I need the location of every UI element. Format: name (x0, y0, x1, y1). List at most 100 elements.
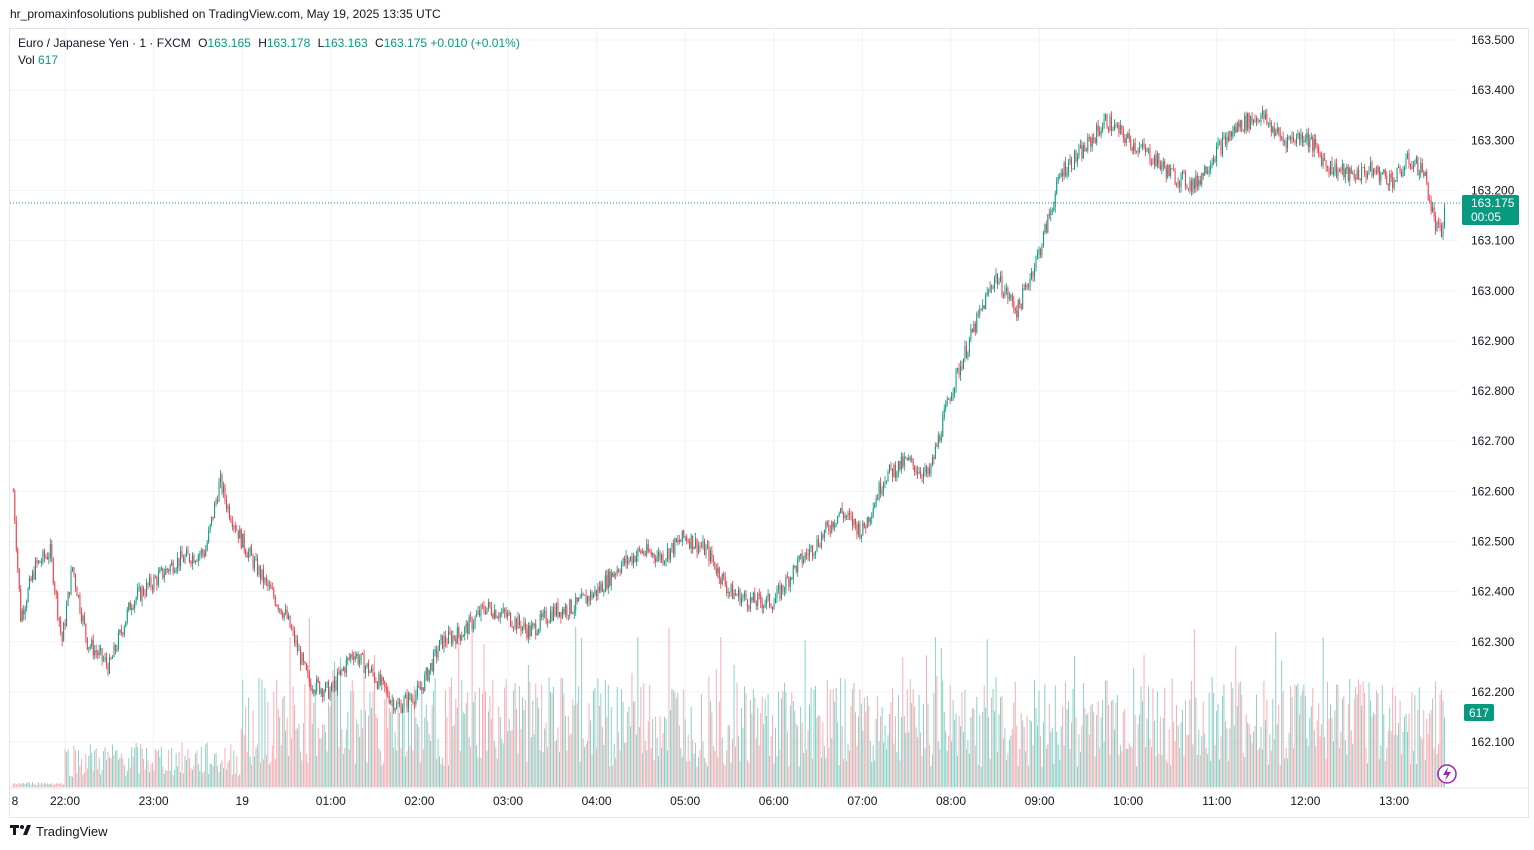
volume-bar (242, 679, 244, 787)
candle-body (1264, 113, 1266, 119)
candle-body (911, 458, 913, 460)
candle-body (111, 657, 113, 659)
candle-body (1131, 146, 1133, 151)
volume-bar (67, 749, 69, 787)
y-tick-label: 163.100 (1471, 234, 1515, 248)
volume-bar (564, 716, 566, 787)
candle-body (394, 708, 396, 711)
candle-body (106, 657, 108, 665)
candle-body (1013, 301, 1015, 309)
volume-bar (187, 749, 189, 787)
volume-bar (354, 763, 356, 787)
volume-bar (126, 770, 128, 787)
volume-bar (445, 690, 446, 787)
volume-bar (868, 706, 870, 787)
candle-body (661, 554, 663, 560)
volume-bar (683, 689, 685, 787)
candle-body (862, 522, 864, 535)
candle-body (456, 627, 458, 644)
volume-bar (667, 750, 668, 787)
candle-body (197, 555, 199, 562)
candle-body (1433, 207, 1435, 217)
candle-body (166, 568, 168, 570)
candle-body (538, 628, 540, 634)
volume-bar (766, 716, 768, 787)
x-tick-label: 10:00 (1113, 794, 1143, 808)
volume-bar (644, 740, 646, 787)
candle-body (1164, 161, 1166, 169)
chart-pane[interactable] (9, 28, 1529, 818)
candle-body (729, 591, 731, 593)
candle-body (613, 573, 615, 577)
volume-bar (1039, 735, 1041, 787)
volume-bar (856, 746, 858, 787)
candle-body (1034, 268, 1036, 277)
candle-body (961, 366, 963, 370)
candle-body (986, 291, 988, 296)
volume-bar (360, 709, 362, 787)
candle-body (846, 515, 848, 517)
volume-bar (1411, 692, 1413, 787)
volume-bar (175, 753, 177, 787)
volume-bar (76, 772, 78, 787)
close-value: 163.175 (383, 36, 428, 50)
volume-bar (1000, 697, 1001, 787)
candle-body (888, 464, 890, 473)
volume-bar (462, 712, 464, 787)
volume-bar (1056, 731, 1058, 787)
candle-body (1396, 167, 1398, 182)
candle-body (1091, 137, 1093, 147)
volume-bar (33, 784, 35, 787)
volume-bar (1287, 758, 1289, 787)
candle-body (1081, 145, 1083, 159)
volume-bar (363, 670, 365, 787)
volume-bar (1409, 764, 1411, 787)
candle-body (643, 551, 645, 555)
candle-body (295, 640, 297, 643)
candle-body (427, 668, 429, 681)
candle-body (406, 694, 408, 708)
volume-bar (375, 714, 377, 787)
candle-body (807, 554, 809, 556)
volume-bar (831, 738, 833, 787)
volume-bar (767, 694, 769, 787)
y-tick-label: 163.500 (1471, 33, 1515, 47)
volume-bar (1145, 746, 1146, 787)
volume-bar (609, 766, 611, 787)
volume-bar (1361, 705, 1363, 787)
candle-body (239, 529, 241, 539)
volume-bar (283, 696, 285, 787)
candle-body (783, 590, 785, 591)
volume-bar (686, 761, 688, 787)
volume-bar (527, 665, 529, 787)
candle-body (999, 275, 1001, 282)
symbol-title[interactable]: Euro / Japanese Yen · 1 · FXCM (18, 36, 191, 50)
candle-body (1347, 166, 1349, 181)
volume-bar (24, 784, 26, 787)
volume-bar (677, 693, 679, 787)
volume-bar (1267, 764, 1269, 787)
candle-body (920, 471, 922, 476)
candle-body (615, 573, 617, 575)
candle-body (1217, 142, 1219, 147)
candle-body (242, 533, 244, 548)
volume-bar (1213, 693, 1215, 787)
volume-bar (681, 756, 683, 787)
candle-body (745, 593, 747, 600)
candle-body (338, 672, 340, 675)
candle-body (1048, 214, 1050, 216)
candle-body (989, 286, 991, 292)
volume-bar (1161, 754, 1163, 787)
candle-body (400, 703, 402, 713)
volume-bar (757, 707, 759, 787)
candle-body (1026, 284, 1028, 287)
tradingview-brand[interactable]: TradingView (10, 824, 108, 839)
candle-body (800, 553, 802, 556)
candle-body (598, 586, 600, 591)
volume-bar (869, 740, 871, 787)
volume-bar (523, 710, 525, 787)
candle-body (859, 523, 861, 538)
candle-body (880, 482, 882, 494)
candle-body (1029, 278, 1031, 287)
